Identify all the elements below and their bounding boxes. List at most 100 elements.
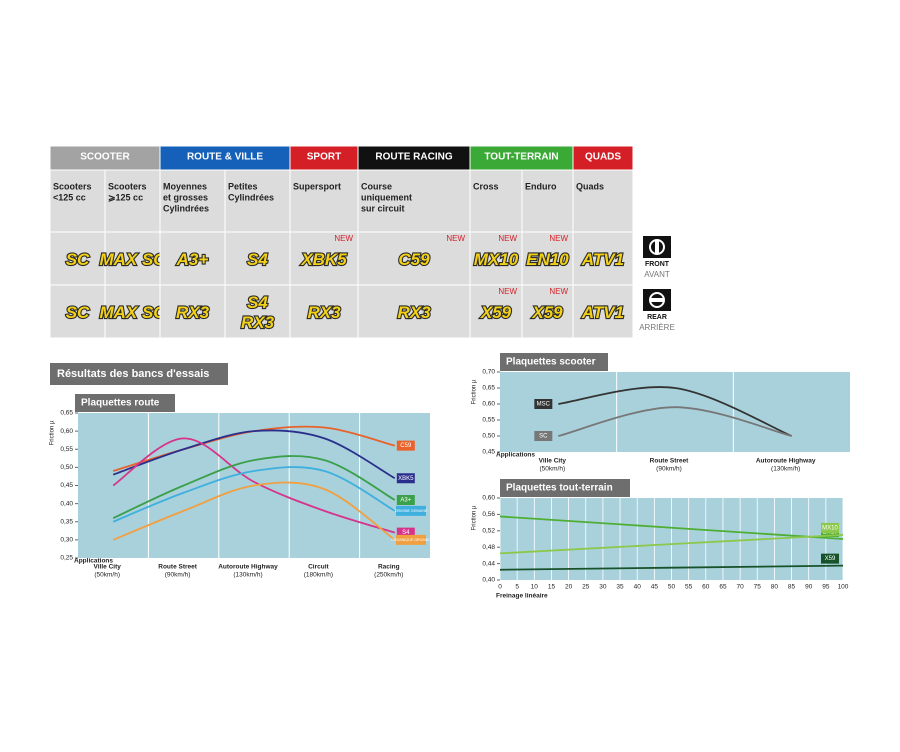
x-tick-label: Ville City (94, 564, 122, 571)
x-tick-label: Circuit (308, 564, 329, 571)
product-cell (521, 231, 574, 286)
series-line (499, 534, 844, 555)
subheader-cell (572, 169, 634, 233)
y-tick-label: 0,25 (60, 555, 73, 562)
subheader-text: Petites (228, 181, 258, 191)
x-tick-label: Autoroute Highway (218, 564, 278, 571)
product-logo: A3+ (176, 250, 209, 269)
x-tick-note: (90km/h) (165, 572, 191, 579)
product-cell (469, 231, 523, 286)
new-badge: NEW (498, 234, 517, 243)
legend-box (396, 473, 415, 484)
x-tick-note: (130km/h) (771, 466, 800, 473)
group-label: ROUTE RACING (375, 152, 452, 163)
x-tick-label: Racing (378, 564, 400, 571)
legend-label: X59 (825, 556, 836, 562)
x-tick-label: 35 (616, 584, 624, 591)
new-badge: NEW (498, 287, 517, 296)
front-icon (643, 236, 671, 258)
legend-box (534, 431, 553, 441)
product-logo: X59 (480, 303, 512, 322)
subheader-text: et grosses (163, 192, 208, 202)
legend-box (821, 522, 839, 533)
group-label: SPORT (307, 152, 341, 163)
x-tick-label: 55 (685, 584, 693, 591)
x-tick-label: 100 (838, 584, 849, 591)
x-tick-note: (250km/h) (374, 572, 403, 579)
y-tick-label: 0,56 (482, 511, 495, 518)
subheader-cell (469, 169, 523, 233)
y-tick-label: 0,65 (482, 385, 495, 392)
y-tick-label: 0,70 (482, 369, 495, 376)
legend-label: XBK5 (398, 476, 414, 482)
y-tick-label: 0,65 (60, 410, 73, 417)
subheader-text: Cylindrées (228, 192, 274, 202)
product-logo: RX3 (307, 303, 341, 322)
y-tick-label: 0,55 (482, 417, 495, 424)
row-sublabel: ARRIÈRE (639, 323, 675, 332)
subheader-text: Course (361, 181, 392, 191)
y-axis-label: Friction µ (472, 505, 478, 530)
y-tick-label: 0,50 (482, 433, 495, 440)
product-logo: RX3 (176, 303, 210, 322)
x-tick-note: (50km/h) (540, 466, 566, 473)
series-line (112, 437, 396, 534)
x-tick-label: 5 (515, 584, 519, 591)
plot-area (500, 372, 850, 452)
y-axis-label: Friction µ (50, 420, 56, 445)
group-label: SCOOTER (80, 152, 130, 163)
x-tick-label: 40 (634, 584, 642, 591)
subheader-cell (289, 169, 359, 233)
product-cell (49, 284, 106, 339)
product-cell (521, 284, 574, 339)
legend-box (821, 553, 839, 564)
product-cell (49, 231, 106, 286)
product-logo: EN10 (526, 250, 569, 269)
x-tick-label: 75 (754, 584, 762, 591)
x-tick-label: 80 (771, 584, 779, 591)
y-tick-label: 0,44 (482, 560, 495, 567)
product-logo: ATV1 (581, 303, 624, 322)
legend-box (534, 399, 553, 409)
y-tick-label: 0,60 (482, 401, 495, 408)
x-tick-label: 15 (548, 584, 556, 591)
x-tick-label: 0 (498, 584, 502, 591)
chart-title-box (500, 479, 630, 497)
y-tick-label: 0,35 (60, 518, 73, 525)
x-tick-label: 20 (565, 584, 573, 591)
x-tick-label: 50 (668, 584, 676, 591)
product-logo: RX3 (241, 313, 275, 332)
row-label: FRONT (645, 261, 670, 268)
x-tick-label: 85 (788, 584, 796, 591)
y-axis-label: Friction µ (472, 379, 478, 404)
x-tick-label: 95 (822, 584, 830, 591)
product-logo: SC (66, 303, 90, 322)
subheader-text: Cylindrées (163, 203, 209, 213)
legend-label: ORGANIQUE ORGANIC (391, 538, 431, 542)
product-cell (572, 284, 634, 339)
x-tick-label: 30 (599, 584, 607, 591)
x-tick-note: (90km/h) (656, 466, 682, 473)
x-tick-label: 25 (582, 584, 590, 591)
legend-label: MSC (537, 402, 551, 408)
y-tick-label: 0,40 (482, 577, 495, 584)
y-tick-label: 0,50 (60, 464, 73, 471)
y-tick-label: 0,52 (482, 528, 495, 535)
group-header (159, 145, 291, 171)
x-tick-note: (130km/h) (233, 572, 262, 579)
product-cell (289, 284, 359, 339)
series-line (499, 564, 844, 571)
chart-title-box (500, 353, 608, 371)
subheader-cell (357, 169, 471, 233)
product-logo: SC (66, 250, 90, 269)
y-tick-label: 0,60 (60, 428, 73, 435)
product-logo: X59 (531, 303, 563, 322)
subheader-text: Scooters (53, 181, 92, 191)
x-axis-label: Applications (496, 452, 535, 459)
product-logo: MX10 (474, 250, 519, 269)
group-label: QUADS (585, 152, 621, 163)
section-title: Résultats des bancs d'essais (57, 368, 209, 380)
y-tick-label: 0,60 (482, 495, 495, 502)
subheader-cell (104, 169, 161, 233)
product-cell (572, 231, 634, 286)
